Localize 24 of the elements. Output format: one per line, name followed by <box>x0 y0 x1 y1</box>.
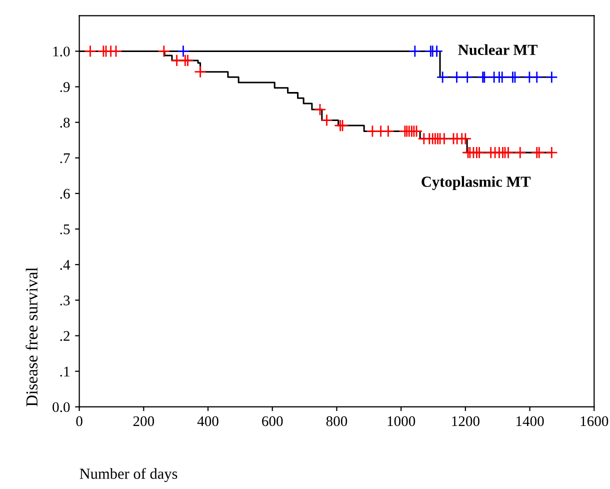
y-tick-label: .2 <box>60 331 70 341</box>
x-tick-label: 1000 <box>388 416 416 426</box>
y-tick-label: 1.0 <box>53 46 70 56</box>
x-tick-label: 1200 <box>452 416 480 426</box>
x-tick-label: 200 <box>133 416 154 426</box>
x-tick-label: 800 <box>326 416 348 426</box>
y-tick-label: .8 <box>60 118 70 128</box>
x-axis-title: Number of days <box>80 468 178 482</box>
y-tick-label: 0.0 <box>52 402 70 412</box>
y-tick-label: .1 <box>60 366 70 377</box>
x-tick-label: 400 <box>197 416 218 426</box>
series-label: Nuclear MT <box>458 44 538 56</box>
y-tick-label: .4 <box>60 260 70 270</box>
x-tick-label: 0 <box>76 416 82 426</box>
series-label: Cytoplasmic MT <box>422 176 531 190</box>
x-tick-label: 1600 <box>580 416 608 426</box>
y-tick-label: .9 <box>60 82 70 92</box>
y-tick-label: .7 <box>60 153 70 164</box>
x-tick-label: 1400 <box>516 416 544 426</box>
x-tick-label: 600 <box>262 416 283 426</box>
y-tick-label: .3 <box>60 296 70 306</box>
y-axis-title: Disease free survival <box>26 267 38 406</box>
y-tick-label: .6 <box>60 188 70 199</box>
y-tick-label: .5 <box>60 224 70 234</box>
